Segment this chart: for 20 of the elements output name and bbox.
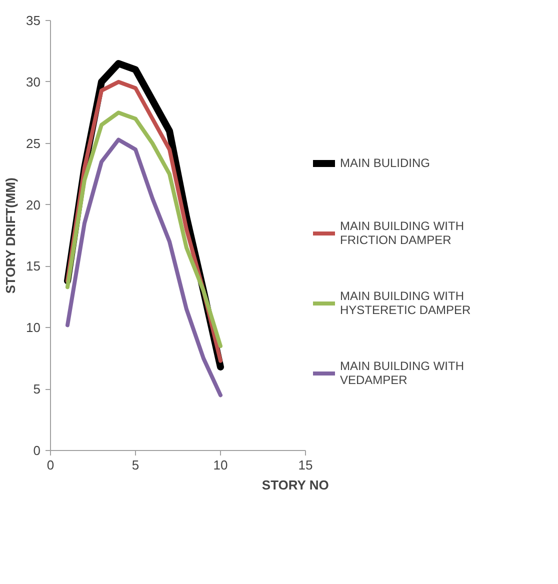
y-tick-label: 0 (33, 443, 41, 458)
y-tick-label: 35 (26, 13, 41, 28)
y-tick-label: 30 (26, 74, 41, 90)
legend-label: MAIN BUILDING WITH FRICTION DAMPER (340, 218, 464, 249)
legend-label: MAIN BULIDING (340, 155, 430, 172)
x-tick-label: 10 (213, 458, 228, 472)
line-series (66, 110, 222, 348)
y-axis-title: STORY DRIFT(MM) (3, 178, 18, 294)
y-tick-label: 5 (33, 382, 41, 397)
x-tick-label: 0 (46, 458, 54, 472)
legend-label: MAIN BUILDING WITH VEDAMPER (340, 358, 464, 389)
y-tick-label: 25 (26, 136, 41, 151)
y-tick-label: 20 (26, 197, 41, 212)
line-series (66, 138, 222, 398)
x-tick-label: 5 (132, 458, 140, 472)
x-axis-title: STORY NO (262, 478, 329, 492)
legend-label: MAIN BUILDING WITH HYSTERETIC DAMPER (340, 288, 471, 319)
y-tick-label: 15 (26, 258, 41, 274)
x-tick-label: 15 (298, 458, 313, 472)
y-tick-label: 10 (26, 320, 41, 336)
